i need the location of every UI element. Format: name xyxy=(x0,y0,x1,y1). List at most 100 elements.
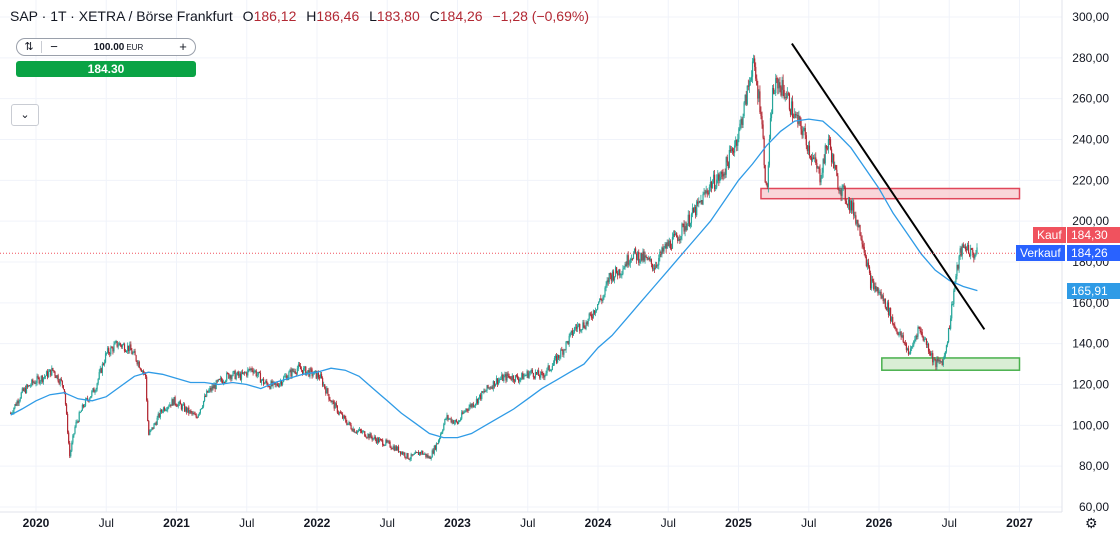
candle-body xyxy=(414,452,416,454)
candle-body xyxy=(710,181,713,189)
candle-body xyxy=(266,380,268,384)
decrease-button[interactable]: − xyxy=(50,39,58,54)
candle-body xyxy=(726,157,728,163)
candle-body xyxy=(163,407,166,411)
candle-body xyxy=(407,453,409,459)
candle-body xyxy=(233,370,235,372)
candle-body xyxy=(629,258,631,264)
candle-body xyxy=(628,263,630,265)
candle-body xyxy=(690,214,693,224)
candle-body xyxy=(634,248,637,253)
divider xyxy=(41,41,42,53)
candle-body xyxy=(975,253,977,256)
candle-body xyxy=(131,350,133,355)
candle-body xyxy=(642,251,644,261)
candle-body xyxy=(415,452,418,454)
candle-body xyxy=(85,398,88,400)
candle-body xyxy=(33,382,35,384)
candle-body xyxy=(383,445,385,447)
candle-body xyxy=(932,353,934,363)
candle-body xyxy=(658,257,660,266)
candle-body xyxy=(655,265,657,270)
candle-body xyxy=(558,354,560,358)
candle-body xyxy=(782,80,784,90)
candle-body xyxy=(293,371,295,373)
candle-body xyxy=(796,115,798,117)
candle-body xyxy=(227,373,229,375)
chevron-down-icon[interactable]: ⌄ xyxy=(11,104,39,126)
candle-body xyxy=(536,370,539,374)
candle-body xyxy=(92,388,94,392)
candle-body xyxy=(94,391,96,393)
candle-body xyxy=(37,376,39,378)
candle-body xyxy=(206,390,208,397)
candle-body xyxy=(814,157,816,159)
quantity-stepper[interactable]: ⇅ − 100.00 EUR + xyxy=(16,38,196,56)
x-tick-label: Jul xyxy=(661,516,676,530)
candle-body xyxy=(947,328,950,343)
candle-body xyxy=(41,375,43,382)
candle-body xyxy=(390,447,392,449)
candle-body xyxy=(209,388,211,391)
candle-body xyxy=(949,328,951,330)
candle-body xyxy=(377,438,380,443)
candle-body xyxy=(739,123,741,129)
candle-body xyxy=(475,398,478,404)
candle-body xyxy=(682,223,684,225)
candle-body xyxy=(972,249,974,255)
candle-body xyxy=(455,420,458,422)
x-tick-label: 2027 xyxy=(1006,516,1033,530)
candle-body xyxy=(65,404,68,414)
candle-body xyxy=(679,238,681,240)
candle-body xyxy=(632,253,635,259)
y-tick-label: 260,00 xyxy=(1072,92,1109,106)
candle-body xyxy=(524,375,526,377)
candle-body xyxy=(795,114,797,116)
candle-body xyxy=(652,268,655,270)
candle-body xyxy=(130,344,132,351)
increase-button[interactable]: + xyxy=(179,39,187,54)
candle-body xyxy=(925,338,928,345)
candle-body xyxy=(205,396,207,398)
candle-body xyxy=(299,366,302,370)
candle-body xyxy=(242,372,245,374)
candle-body xyxy=(367,434,369,438)
candle-body xyxy=(385,440,387,445)
buy-price-tag: 184,30 xyxy=(1067,227,1120,243)
candle-body xyxy=(684,226,686,232)
candle-body xyxy=(873,281,875,290)
candle-body xyxy=(433,445,435,454)
candle-body xyxy=(451,420,453,423)
buy-price-button[interactable]: 184.30 xyxy=(16,61,196,77)
swap-icon[interactable]: ⇅ xyxy=(24,41,34,53)
candle-body xyxy=(101,363,103,373)
candle-body xyxy=(442,430,444,433)
candle-body xyxy=(230,375,232,379)
candle-body xyxy=(268,386,270,388)
candle-body xyxy=(908,353,911,355)
candle-body xyxy=(526,371,528,376)
candle-body xyxy=(736,139,738,146)
candle-body xyxy=(742,116,744,125)
candle-body xyxy=(794,114,796,118)
candle-body xyxy=(819,168,821,183)
candle-body xyxy=(748,80,750,87)
candle-body xyxy=(277,385,279,387)
candle-body xyxy=(219,378,222,380)
candle-body xyxy=(483,390,485,393)
candle-body xyxy=(218,379,220,381)
candle-body xyxy=(785,97,787,99)
gear-icon[interactable]: ⚙ xyxy=(1085,515,1098,531)
candle-body xyxy=(310,368,312,370)
candle-body xyxy=(409,459,411,461)
candle-body xyxy=(45,371,48,376)
candle-body xyxy=(659,251,661,258)
candle-body xyxy=(872,279,874,282)
candle-body xyxy=(683,224,685,232)
candle-body xyxy=(450,418,452,423)
quantity-value[interactable]: 100.00 EUR xyxy=(66,42,171,53)
candle-body xyxy=(707,192,709,194)
y-tick-label: 300,00 xyxy=(1072,10,1109,24)
candle-body xyxy=(963,246,965,248)
